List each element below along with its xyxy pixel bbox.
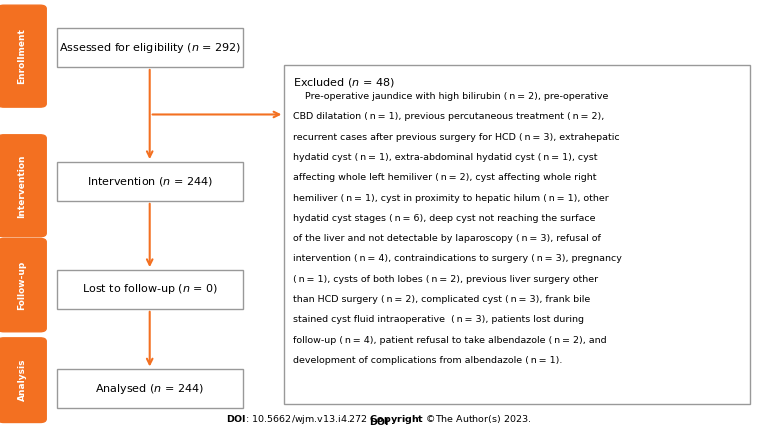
FancyBboxPatch shape — [57, 162, 243, 201]
Text: than HCD surgery ( n = 2), complicated cyst ( n = 3), frank bile: than HCD surgery ( n = 2), complicated c… — [293, 295, 590, 304]
Text: DOI: DOI — [369, 418, 389, 427]
Text: intervention ( n = 4), contraindications to surgery ( n = 3), pregnancy: intervention ( n = 4), contraindications… — [293, 254, 622, 264]
Text: of the liver and not detectable by laparoscopy ( n = 3), refusal of: of the liver and not detectable by lapar… — [293, 234, 601, 243]
FancyBboxPatch shape — [0, 135, 46, 237]
Text: hydatid cyst ( n = 1), extra-abdominal hydatid cyst ( n = 1), cyst: hydatid cyst ( n = 1), extra-abdominal h… — [293, 153, 598, 162]
Text: Pre-operative jaundice with high bilirubin ( n = 2), pre-operative: Pre-operative jaundice with high bilirub… — [293, 92, 609, 101]
Text: Intervention: Intervention — [17, 154, 27, 217]
Text: Enrollment: Enrollment — [17, 28, 27, 84]
Text: recurrent cases after previous surgery for HCD ( n = 3), extrahepatic: recurrent cases after previous surgery f… — [293, 133, 620, 142]
FancyBboxPatch shape — [0, 338, 46, 422]
FancyBboxPatch shape — [0, 238, 46, 332]
Text: $\bf{DOI}$: 10.5662/wjm.v13.i4.272 $\bf{Copyright}$ ©The Author(s) 2023.: $\bf{DOI}$: 10.5662/wjm.v13.i4.272 $\bf{… — [227, 413, 531, 426]
Text: Analysis: Analysis — [17, 359, 27, 401]
Text: Intervention ($\it{n}$ = 244): Intervention ($\it{n}$ = 244) — [86, 175, 213, 188]
Text: stained cyst fluid intraoperative  ( n = 3), patients lost during: stained cyst fluid intraoperative ( n = … — [293, 315, 584, 324]
Text: Follow-up: Follow-up — [17, 260, 27, 310]
Text: hydatid cyst stages ( n = 6), deep cyst not reaching the surface: hydatid cyst stages ( n = 6), deep cyst … — [293, 214, 596, 223]
FancyBboxPatch shape — [57, 270, 243, 309]
Text: affecting whole left hemiliver ( n = 2), cyst affecting whole right: affecting whole left hemiliver ( n = 2),… — [293, 173, 597, 182]
FancyBboxPatch shape — [284, 65, 750, 404]
FancyBboxPatch shape — [0, 5, 46, 107]
Text: hemiliver ( n = 1), cyst in proximity to hepatic hilum ( n = 1), other: hemiliver ( n = 1), cyst in proximity to… — [293, 194, 609, 203]
Text: Assessed for eligibility ($\it{n}$ = 292): Assessed for eligibility ($\it{n}$ = 292… — [59, 41, 240, 54]
Text: Lost to follow-up ($\it{n}$ = 0): Lost to follow-up ($\it{n}$ = 0) — [82, 283, 218, 296]
FancyBboxPatch shape — [57, 369, 243, 408]
Text: follow-up ( n = 4), patient refusal to take albendazole ( n = 2), and: follow-up ( n = 4), patient refusal to t… — [293, 336, 607, 345]
Text: ( n = 1), cysts of both lobes ( n = 2), previous liver surgery other: ( n = 1), cysts of both lobes ( n = 2), … — [293, 275, 599, 284]
FancyBboxPatch shape — [57, 28, 243, 67]
Text: development of complications from albendazole ( n = 1).: development of complications from albend… — [293, 356, 562, 365]
Text: CBD dilatation ( n = 1), previous percutaneous treatment ( n = 2),: CBD dilatation ( n = 1), previous percut… — [293, 112, 605, 121]
Text: Analysed ($\it{n}$ = 244): Analysed ($\it{n}$ = 244) — [96, 382, 204, 396]
Text: Excluded ($\it{n}$ = 48): Excluded ($\it{n}$ = 48) — [293, 76, 395, 89]
